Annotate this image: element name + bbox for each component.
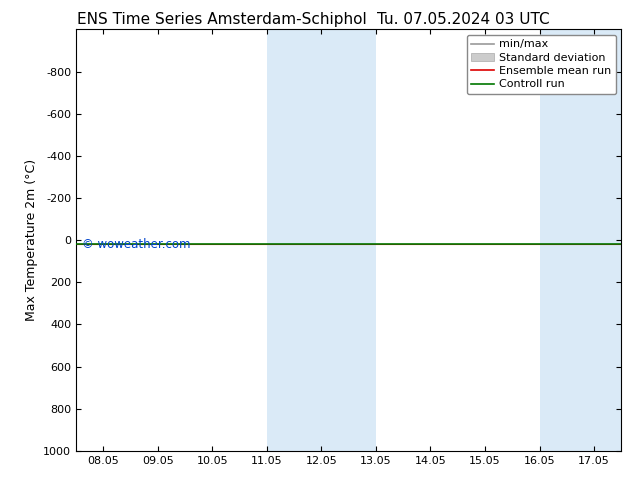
Bar	[267, 29, 376, 451]
Legend: min/max, Standard deviation, Ensemble mean run, Controll run: min/max, Standard deviation, Ensemble me…	[467, 35, 616, 94]
Text: Tu. 07.05.2024 03 UTC: Tu. 07.05.2024 03 UTC	[377, 12, 549, 27]
Y-axis label: Max Temperature 2m (°C): Max Temperature 2m (°C)	[25, 159, 37, 321]
Text: © woweather.com: © woweather.com	[82, 238, 190, 251]
Text: ENS Time Series Amsterdam-Schiphol: ENS Time Series Amsterdam-Schiphol	[77, 12, 367, 27]
Bar	[540, 29, 621, 451]
